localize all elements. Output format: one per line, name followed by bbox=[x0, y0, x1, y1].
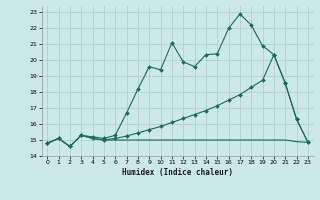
X-axis label: Humidex (Indice chaleur): Humidex (Indice chaleur) bbox=[122, 168, 233, 177]
